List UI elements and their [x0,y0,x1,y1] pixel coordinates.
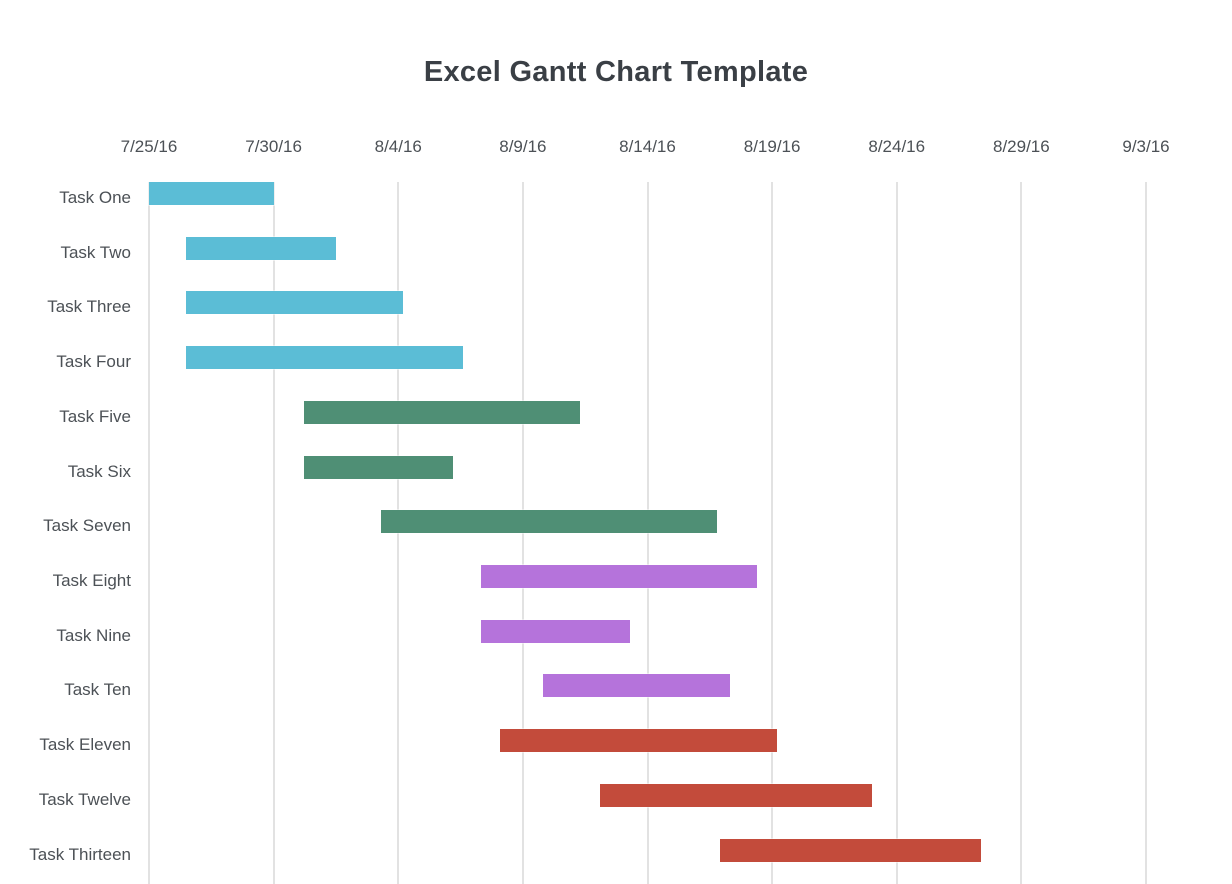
gantt-bar [303,400,581,424]
gridline [148,182,150,884]
gantt-bar [186,236,336,260]
gantt-bar [480,565,758,589]
x-axis-tick-label: 8/9/16 [499,137,547,156]
task-label: Task Eleven [39,735,131,755]
task-label: Task One [59,188,131,207]
x-axis-tick-label: 9/3/16 [1122,137,1170,156]
gridline [771,182,774,884]
gantt-bar [500,729,778,753]
x-axis-tick-label: 8/29/16 [993,137,1050,156]
task-label: Task Nine [56,625,131,645]
task-label: Task Three [47,297,131,317]
gridline [895,182,898,884]
task-label: Task Thirteen [29,844,131,864]
gridline [1020,182,1023,884]
task-label: Task Two [60,242,131,262]
gantt-bar [719,838,982,862]
x-axis-tick-label: 8/14/16 [619,137,676,156]
gantt-bar [186,291,404,315]
task-label: Task Eight [52,571,131,591]
task-label: Task Twelve [38,789,131,809]
x-axis-tick-label: 7/25/16 [120,137,178,156]
gridline [1145,182,1147,884]
gantt-bar [542,674,730,698]
gantt-bar [186,346,464,370]
gridline [272,182,275,884]
x-axis-tick-label: 7/30/16 [245,137,302,156]
chart-title: Excel Gantt Chart Template [423,56,809,88]
task-label: Task Five [59,406,131,426]
task-label: Task Ten [64,680,131,700]
task-label: Task Seven [43,516,131,536]
task-label: Task Four [56,352,131,372]
gantt-bar [380,510,718,534]
gantt-bar [480,619,631,643]
gantt-bar [149,182,274,205]
gantt-bar [600,783,872,807]
gantt-bar [303,455,454,479]
x-axis-tick-label: 8/24/16 [868,137,926,156]
x-axis-tick-label: 8/19/16 [743,137,801,156]
x-axis-tick-label: 8/4/16 [374,137,422,156]
task-label: Task Six [67,461,131,481]
